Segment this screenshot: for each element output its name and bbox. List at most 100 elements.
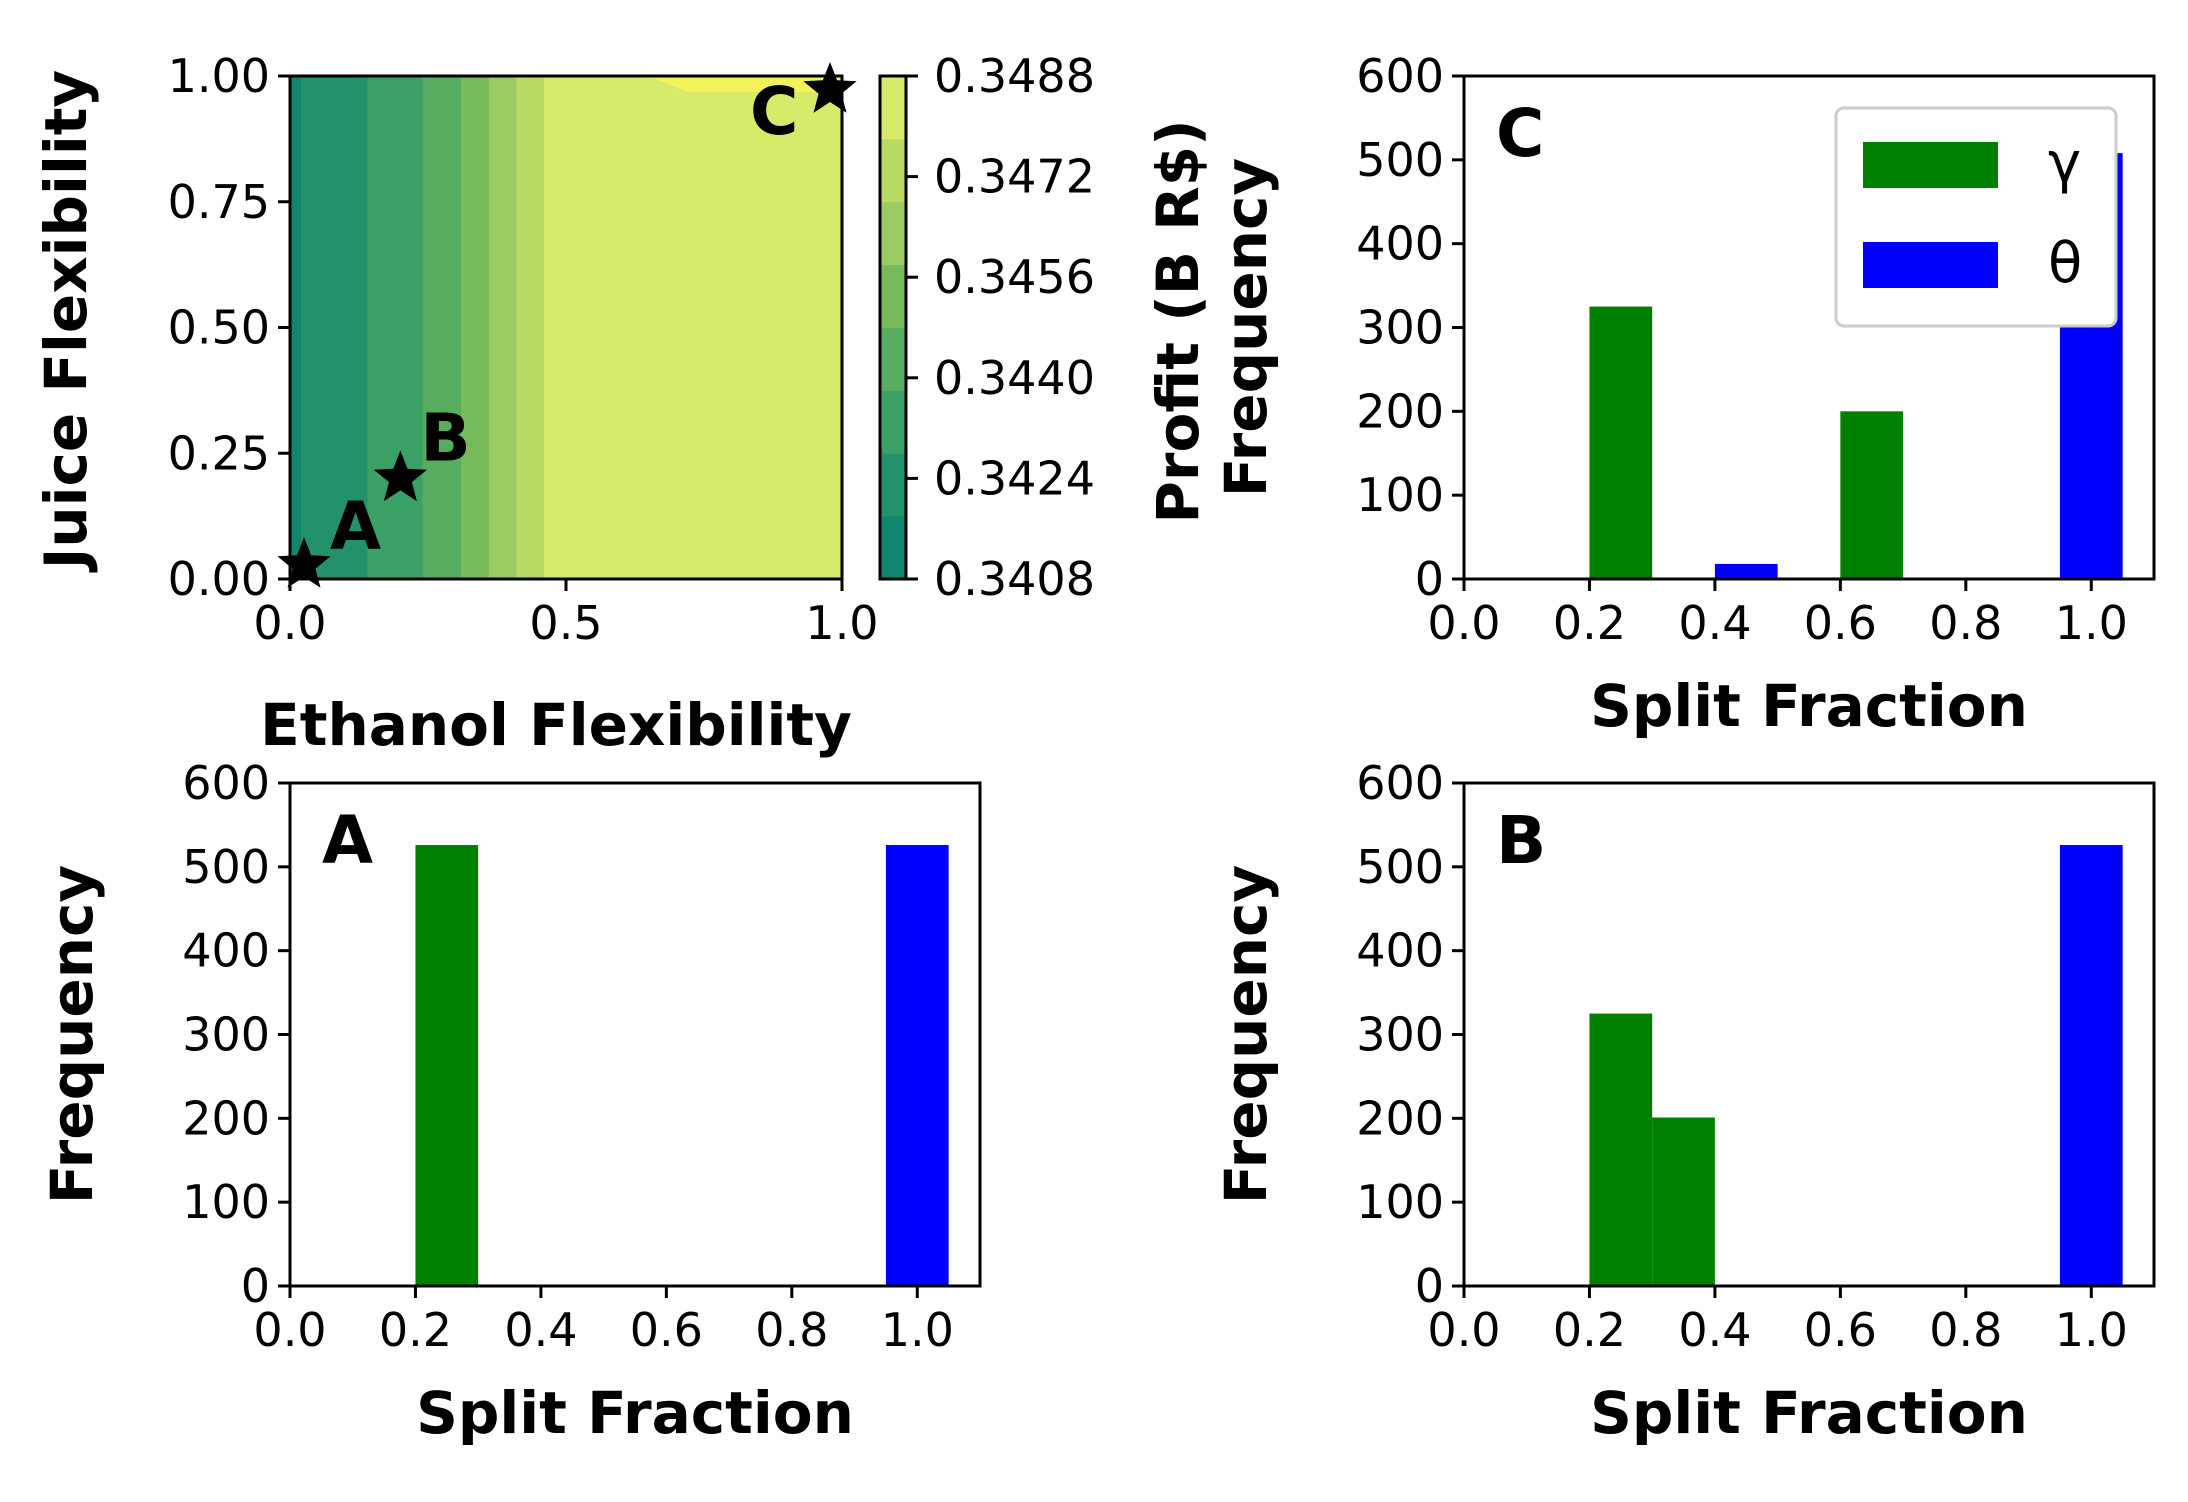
hist-a-ytick-label-3: 300 <box>182 1008 270 1062</box>
hist-b-ytick-label-5: 500 <box>1356 840 1444 894</box>
hist-c-x-axis-label: Split Fraction <box>1590 672 2028 740</box>
contour-band-1 <box>301 76 368 579</box>
contour-panel: 0.0 0.5 1.0 0.00 0.25 0.50 0.75 1.00 Ethanol Fle… <box>32 49 879 759</box>
hist-c-xtick-label-0: 0.0 <box>1427 596 1500 650</box>
colorbar-label: Profit (B R$) <box>1144 119 1212 523</box>
hist-a-panel-letter: A <box>322 802 373 879</box>
contour-y-axis-label: Juice Flexibility <box>32 70 100 574</box>
hist-b-bar-theta-0 <box>2059 845 2123 1286</box>
colorbar-segment-2 <box>880 390 906 454</box>
point-marker-a <box>277 537 331 588</box>
contour-band-6 <box>516 76 545 579</box>
hist-b-xtick-label-3: 0.6 <box>1804 1303 1877 1357</box>
hist-b-xtick-label-4: 0.8 <box>1929 1303 2002 1357</box>
hist-c-ytick-label-5: 500 <box>1356 133 1444 187</box>
hist-a-ytick-label-1: 100 <box>182 1175 270 1229</box>
colorbar-tick-label-2: 0.3440 <box>934 351 1095 405</box>
hist-b-y-axis-label: Frequency <box>1212 865 1280 1204</box>
hist-c-xtick-label-5: 1.0 <box>2055 596 2128 650</box>
contour-band-7 <box>543 76 843 579</box>
hist-a-xtick-label-4: 0.8 <box>755 1303 828 1357</box>
hist-c-panel-letter: C <box>1496 95 1544 172</box>
hist-c-ytick-label-4: 400 <box>1356 217 1444 271</box>
contour-band-0 <box>290 76 302 579</box>
contour-ytick-label-4: 1.00 <box>168 49 270 103</box>
histogram-panel-c: 0.0 0.2 0.4 0.6 0.8 1.0 0 100 200 300 400 500 600 Spl… <box>1212 49 2156 740</box>
hist-a-ytick-label-2: 200 <box>182 1091 270 1145</box>
contour-ytick-label-2: 0.50 <box>168 301 270 355</box>
hist-a-ytick-label-0: 0 <box>241 1259 270 1313</box>
hist-c-bar-gamma-1 <box>1840 411 1904 579</box>
hist-c-ytick-label-6: 600 <box>1356 49 1444 103</box>
colorbar-segment-6 <box>880 138 906 203</box>
hist-c-xtick-label-1: 0.2 <box>1553 596 1626 650</box>
hist-a-x-axis-label: Split Fraction <box>416 1379 854 1447</box>
contour-ytick-label-1: 0.25 <box>168 426 270 480</box>
colorbar-tick-label-1: 0.3424 <box>934 451 1095 505</box>
hist-a-xtick-label-2: 0.4 <box>504 1303 577 1357</box>
hist-b-ytick-label-2: 200 <box>1356 1091 1444 1145</box>
histogram-panel-b: 0.0 0.2 0.4 0.6 0.8 1.0 0 100 200 300 400 500 600 Spl… <box>1212 756 2156 1447</box>
hist-b-ytick-label-6: 600 <box>1356 756 1444 810</box>
point-label-c: C <box>750 73 798 150</box>
point-label-b: B <box>420 399 470 476</box>
contour-band-4 <box>461 76 490 579</box>
hist-b-xtick-label-0: 0.0 <box>1427 1303 1500 1357</box>
colorbar-segment-5 <box>880 201 906 266</box>
colorbar-segment-0 <box>880 516 906 580</box>
colorbar-tick-label-4: 0.3472 <box>934 150 1095 204</box>
contour-top-band <box>648 76 842 93</box>
contour-xtick-label-1: 0.5 <box>529 596 602 650</box>
hist-b-ytick-label-0: 0 <box>1415 1259 1444 1313</box>
colorbar-segment-1 <box>880 453 906 517</box>
hist-c-ytick-label-0: 0 <box>1415 552 1444 606</box>
hist-a-ytick-label-6: 600 <box>182 756 270 810</box>
point-marker-c <box>803 62 857 113</box>
legend-swatch-theta <box>1863 242 1998 288</box>
hist-b-xtick-label-1: 0.2 <box>1553 1303 1626 1357</box>
hist-a-xtick-label-0: 0.0 <box>253 1303 326 1357</box>
hist-b-panel-letter: B <box>1496 802 1546 879</box>
colorbar-panel: 0.3408 0.3424 0.3440 0.3456 0.3472 0.3488 Prof… <box>878 49 1212 606</box>
hist-a-bar-gamma-0 <box>415 845 479 1286</box>
legend-label-theta: θ <box>2048 231 2082 296</box>
colorbar-segment-4 <box>880 264 906 328</box>
hist-c-xtick-label-2: 0.4 <box>1678 596 1751 650</box>
colorbar-frame <box>878 74 908 581</box>
hist-c-bar-gamma-0 <box>1589 306 1653 579</box>
hist-a-xtick-label-5: 1.0 <box>881 1303 954 1357</box>
colorbar-tick-label-0: 0.3408 <box>934 552 1095 606</box>
contour-band-3 <box>422 76 462 579</box>
colorbar-tick-label-5: 0.3488 <box>934 49 1095 103</box>
hist-b-frame <box>1462 781 2156 1288</box>
colorbar-tick-label-3: 0.3456 <box>934 250 1095 304</box>
hist-b-ytick-label-4: 400 <box>1356 924 1444 978</box>
legend-label-gamma: γ <box>2048 131 2081 196</box>
hist-b-xtick-label-5: 1.0 <box>2055 1303 2128 1357</box>
hist-b-bar-gamma-1 <box>1652 1117 1715 1286</box>
histogram-panel-a: 0.0 0.2 0.4 0.6 0.8 1.0 0 100 200 300 400 500 600 Spl… <box>38 756 982 1447</box>
contour-x-axis-label: Ethanol Flexibility <box>260 691 852 759</box>
hist-c-ytick-label-2: 200 <box>1356 384 1444 438</box>
hist-a-ytick-label-4: 400 <box>182 924 270 978</box>
hist-a-bar-theta-0 <box>885 845 949 1286</box>
contour-xtick-label-0: 0.0 <box>253 596 326 650</box>
hist-b-ytick-label-1: 100 <box>1356 1175 1444 1229</box>
hist-c-bar-theta-0 <box>1714 563 1778 579</box>
hist-b-x-axis-label: Split Fraction <box>1590 1379 2028 1447</box>
contour-ytick-label-0: 0.00 <box>168 552 270 606</box>
contour-xtick-label-2: 1.0 <box>805 596 878 650</box>
hist-a-y-axis-label: Frequency <box>38 865 106 1204</box>
point-marker-b <box>373 450 427 502</box>
legend-swatch-gamma <box>1863 142 1998 188</box>
hist-a-ytick-label-5: 500 <box>182 840 270 894</box>
hist-b-xtick-label-2: 0.4 <box>1678 1303 1751 1357</box>
hist-a-xtick-label-1: 0.2 <box>379 1303 452 1357</box>
hist-c-xtick-label-4: 0.8 <box>1929 596 2002 650</box>
point-label-a: A <box>330 488 381 565</box>
hist-b-ytick-label-3: 300 <box>1356 1008 1444 1062</box>
contour-band-5 <box>488 76 517 579</box>
hist-c-ytick-label-3: 300 <box>1356 301 1444 355</box>
colorbar-segment-3 <box>880 327 906 391</box>
